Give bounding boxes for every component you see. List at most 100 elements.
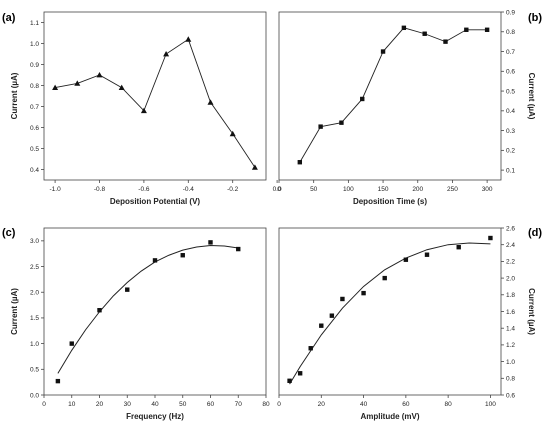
y-axis-label: Current (µA): [10, 288, 19, 335]
data-point: [424, 252, 430, 257]
panel-label: (c): [2, 227, 16, 239]
data-point: [329, 313, 335, 318]
x-tick-label: 60: [207, 401, 215, 408]
x-tick-label: -0.2: [227, 186, 239, 193]
x-tick-label: 30: [124, 401, 132, 408]
y-tick-label: 3.0: [30, 238, 39, 245]
x-tick-label: 100: [343, 186, 354, 193]
x-tick-label: 150: [378, 186, 389, 193]
y-tick-label: 1.5: [30, 315, 39, 322]
data-point: [185, 36, 192, 42]
data-point: [488, 235, 493, 241]
y-tick-label: 1.0: [30, 41, 39, 48]
x-tick-label: 0.0: [273, 186, 282, 193]
data-point: [308, 346, 313, 351]
y-tick-label: 0.3: [506, 128, 515, 135]
data-point: [74, 80, 81, 86]
data-point: [456, 245, 461, 250]
y-tick-label: 0.1: [506, 167, 515, 174]
data-point: [236, 246, 241, 252]
x-tick-label: 100: [485, 401, 496, 408]
x-tick-label: 50: [310, 186, 318, 193]
x-axis-label: Deposition Time (s): [353, 197, 427, 206]
x-tick-label: 300: [482, 186, 493, 193]
x-axis-label: Frequency (Hz): [126, 412, 184, 421]
x-tick-label: 20: [96, 401, 104, 408]
data-point: [208, 240, 213, 245]
plot-frame: [278, 11, 502, 181]
y-tick-label: 2.0: [506, 275, 515, 282]
x-tick-label: 40: [151, 401, 159, 408]
x-tick-label: 200: [412, 186, 423, 193]
y-tick-label: 1.2: [506, 342, 515, 349]
data-point: [55, 378, 61, 384]
y-tick-label: 1.1: [30, 20, 39, 27]
y-tick-label: 0.8: [506, 29, 515, 36]
x-tick-label: 10: [68, 401, 76, 408]
y-tick-label: 0.6: [30, 125, 39, 132]
y-axis-label: Current (µA): [10, 72, 19, 119]
panel-label: (b): [528, 12, 542, 24]
y-tick-label: 0.4: [30, 167, 39, 174]
x-axis-label: Amplitude (mV): [360, 412, 419, 421]
y-tick-label: 0.6: [506, 69, 515, 76]
panel-label: (a): [2, 12, 16, 24]
x-tick-label: 0: [277, 186, 281, 193]
data-point: [403, 257, 409, 262]
x-tick-label: 60: [402, 401, 410, 408]
series-line: [55, 38, 256, 168]
series-line: [299, 27, 488, 163]
data-point: [361, 290, 366, 296]
chart-panel-d: (d) 0 20 40 60 80 100 0.6 0.8 1.0 1.2 1.4 1.6 1.8 2.0 2…: [277, 225, 542, 421]
x-tick-label: 80: [445, 401, 453, 408]
x-tick-label: 0: [42, 401, 46, 408]
y-axis-label: Current (µA): [527, 73, 536, 120]
y-tick-label: 1.8: [506, 292, 515, 299]
y-tick-label: 2.6: [506, 225, 515, 232]
data-point: [207, 99, 214, 105]
y-tick-label: 0.5: [506, 88, 515, 95]
data-point: [118, 84, 125, 90]
y-tick-label: 0.8: [30, 83, 39, 90]
data-point: [69, 341, 74, 346]
x-tick-label: 0: [277, 401, 281, 408]
data-point: [163, 51, 170, 57]
y-tick-label: 0.2: [506, 148, 515, 155]
x-tick-label: 250: [447, 186, 458, 193]
y-tick-label: 0.9: [506, 9, 515, 16]
chart-panel-a: (a) -1.0 -0.8 -0.6 -0.4 -0.2 0.0 0.4 0.5 0.6 0.7 0.…: [2, 11, 282, 206]
data-point: [318, 124, 323, 129]
x-tick-label: 40: [360, 401, 368, 408]
data-point: [229, 130, 236, 137]
chart-panel-b: (b) 0 50 100 150 200 250 300 0.1 0.2 0.3 0.4 0.5 0.6 0…: [277, 9, 542, 206]
x-tick-label: -0.6: [138, 186, 150, 193]
y-tick-label: 1.0: [506, 359, 515, 366]
data-point: [339, 120, 344, 125]
y-axis-label: Current (µA): [527, 288, 536, 335]
x-tick-label: 80: [262, 401, 270, 408]
plot-frame: [43, 11, 267, 181]
x-tick-label: 50: [179, 401, 187, 408]
data-point: [152, 258, 158, 263]
fit-curve: [289, 242, 491, 385]
data-point: [382, 275, 387, 281]
y-tick-label: 0.7: [506, 49, 515, 56]
y-tick-label: 0.8: [506, 376, 515, 383]
y-tick-label: 1.0: [30, 341, 39, 348]
data-point: [96, 72, 103, 78]
x-tick-label: -0.8: [94, 186, 106, 193]
y-tick-label: 0.5: [30, 146, 39, 153]
data-point: [251, 164, 258, 170]
data-point: [319, 323, 324, 328]
x-tick-label: -1.0: [49, 186, 61, 193]
data-point: [297, 160, 303, 165]
y-tick-label: 2.2: [506, 259, 515, 266]
data-point: [180, 253, 185, 258]
plot-frame: [43, 227, 267, 396]
data-point: [287, 378, 292, 384]
y-tick-label: 2.5: [30, 264, 39, 271]
data-point: [340, 296, 345, 302]
data-point: [97, 308, 102, 313]
y-tick-label: 0.7: [30, 104, 39, 111]
